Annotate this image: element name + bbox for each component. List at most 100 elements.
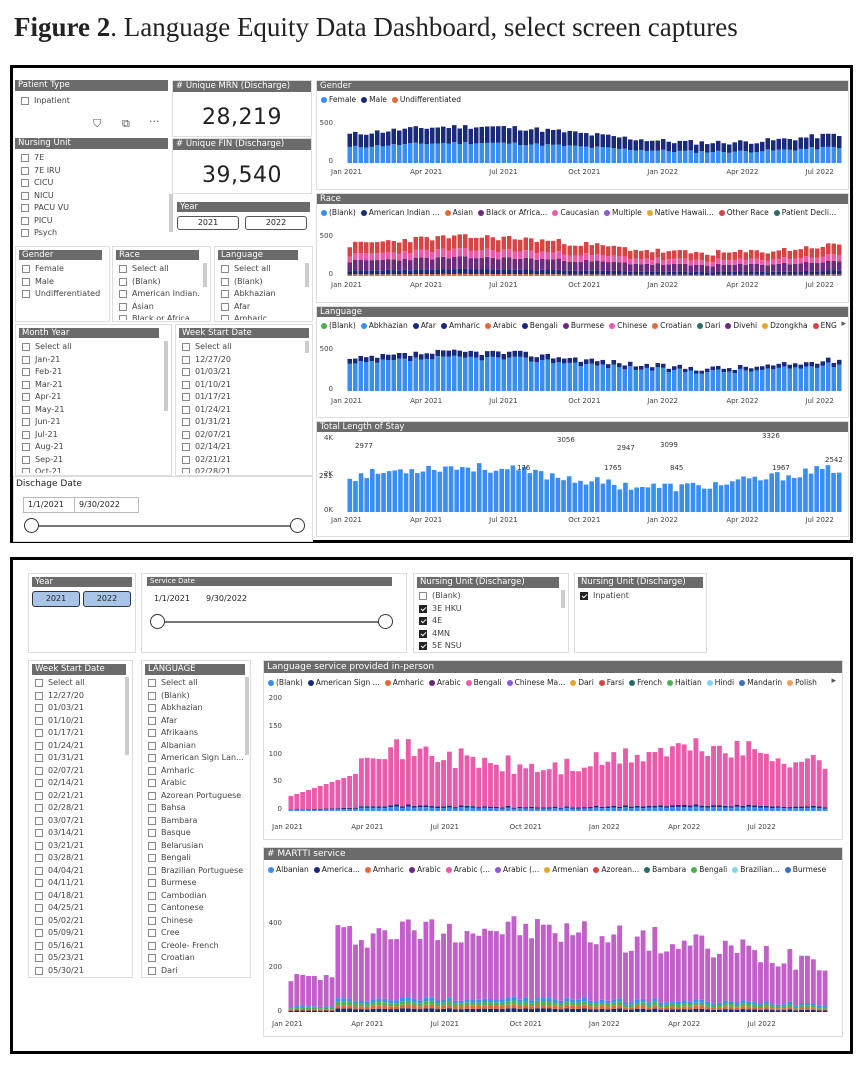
bar-segment[interactable]	[587, 1003, 593, 1007]
bar-segment[interactable]	[499, 771, 505, 808]
bar-segment[interactable]	[628, 150, 633, 163]
slicer-item[interactable]: 03/28/21	[35, 852, 120, 865]
bar-segment[interactable]	[815, 263, 820, 272]
slicer-item[interactable]: 01/10/21	[182, 379, 302, 392]
bar-segment[interactable]	[573, 131, 578, 146]
bar-segment[interactable]	[793, 249, 798, 259]
bar-segment[interactable]	[405, 919, 411, 998]
bar-segment[interactable]	[441, 350, 446, 357]
bar-segment[interactable]	[644, 250, 650, 259]
bar-segment[interactable]	[505, 806, 511, 808]
bar-segment[interactable]	[567, 130, 573, 146]
bar-segment[interactable]	[323, 784, 329, 809]
bar-segment[interactable]	[523, 808, 529, 811]
bar-segment[interactable]	[465, 467, 471, 512]
checkbox[interactable]	[119, 265, 127, 274]
bar-segment[interactable]	[370, 806, 376, 808]
bar-segment[interactable]	[517, 1002, 523, 1006]
bar-segment[interactable]	[611, 274, 617, 276]
bar-segment[interactable]	[306, 1009, 311, 1011]
bar-segment[interactable]	[765, 368, 771, 391]
bar-segment[interactable]	[664, 1007, 670, 1010]
bar-segment[interactable]	[670, 1009, 675, 1012]
slicer-item[interactable]: Mar-21	[22, 379, 162, 392]
bar-segment[interactable]	[576, 807, 581, 809]
checkbox[interactable]	[35, 729, 43, 738]
bar-segment[interactable]	[376, 928, 382, 999]
bar-segment[interactable]	[417, 1006, 423, 1010]
bar-segment[interactable]	[533, 469, 538, 512]
bar-segment[interactable]	[380, 241, 386, 253]
bar-segment[interactable]	[381, 473, 386, 512]
bar-segment[interactable]	[763, 945, 769, 1002]
bar-segment[interactable]	[300, 1007, 306, 1010]
bar-segment[interactable]	[633, 249, 639, 259]
bar-segment[interactable]	[523, 1004, 529, 1009]
bar-segment[interactable]	[523, 1008, 529, 1012]
bar-segment[interactable]	[397, 130, 402, 146]
bar-segment[interactable]	[468, 258, 474, 270]
bar-segment[interactable]	[576, 1008, 581, 1012]
bar-segment[interactable]	[529, 361, 534, 391]
bar-segment[interactable]	[738, 368, 743, 391]
bar-segment[interactable]	[623, 952, 628, 1003]
bar-segment[interactable]	[397, 270, 402, 275]
bar-segment[interactable]	[670, 746, 675, 806]
checkbox[interactable]	[35, 891, 43, 900]
bar-segment[interactable]	[562, 358, 567, 364]
bar-segment[interactable]	[380, 146, 386, 163]
bar-segment[interactable]	[534, 362, 540, 391]
bar-segment[interactable]	[771, 251, 776, 260]
bar-segment[interactable]	[822, 768, 828, 808]
bar-segment[interactable]	[787, 1001, 793, 1005]
bar-segment[interactable]	[710, 274, 716, 276]
bar-segment[interactable]	[460, 467, 465, 512]
bar-segment[interactable]	[523, 807, 529, 809]
bar-segment[interactable]	[640, 761, 646, 807]
bar-segment[interactable]	[655, 140, 661, 151]
bar-segment[interactable]	[595, 260, 600, 271]
bar-segment[interactable]	[419, 359, 424, 391]
slicer-item[interactable]: (Blank)	[419, 590, 462, 603]
bar-segment[interactable]	[364, 947, 370, 1002]
bar-segment[interactable]	[722, 1009, 728, 1012]
bar-segment[interactable]	[413, 269, 419, 275]
slicer-item[interactable]: 01/24/21	[35, 740, 120, 753]
bar-segment[interactable]	[435, 940, 441, 1001]
bar-segment[interactable]	[776, 258, 782, 264]
bar-segment[interactable]	[435, 269, 441, 274]
bar-segment[interactable]	[505, 1008, 511, 1012]
bar-segment[interactable]	[732, 264, 738, 272]
bar-segment[interactable]	[752, 950, 758, 1003]
checkbox[interactable]	[148, 754, 156, 763]
bar-segment[interactable]	[705, 272, 710, 275]
bar-segment[interactable]	[335, 808, 341, 810]
legend-item[interactable]: Armenian	[544, 865, 588, 874]
bar-segment[interactable]	[605, 942, 611, 1001]
bar-segment[interactable]	[646, 1009, 652, 1012]
bar-segment[interactable]	[716, 258, 721, 264]
bar-segment[interactable]	[458, 807, 464, 811]
bar-segment[interactable]	[369, 242, 375, 254]
bar-segment[interactable]	[317, 979, 323, 1007]
bar-segment[interactable]	[408, 361, 413, 391]
bar-segment[interactable]	[505, 997, 511, 1002]
bar-segment[interactable]	[699, 1005, 705, 1009]
bar-segment[interactable]	[699, 1008, 705, 1012]
bar-segment[interactable]	[485, 357, 490, 391]
bar-segment[interactable]	[752, 476, 758, 512]
bar-segment[interactable]	[485, 126, 490, 143]
bar-segment[interactable]	[493, 999, 499, 1003]
bar-segment[interactable]	[423, 805, 429, 808]
slicer-item[interactable]: 01/31/21	[35, 752, 120, 765]
bar-segment[interactable]	[652, 998, 658, 1002]
bar-segment[interactable]	[435, 1003, 441, 1007]
bar-segment[interactable]	[468, 274, 474, 276]
bar-segment[interactable]	[413, 274, 419, 276]
bar-segment[interactable]	[589, 147, 595, 163]
bar-segment[interactable]	[628, 1007, 634, 1010]
bar-segment[interactable]	[567, 362, 573, 391]
checkbox[interactable]	[35, 866, 43, 875]
bar-segment[interactable]	[793, 808, 799, 811]
bar-segment[interactable]	[464, 755, 470, 806]
